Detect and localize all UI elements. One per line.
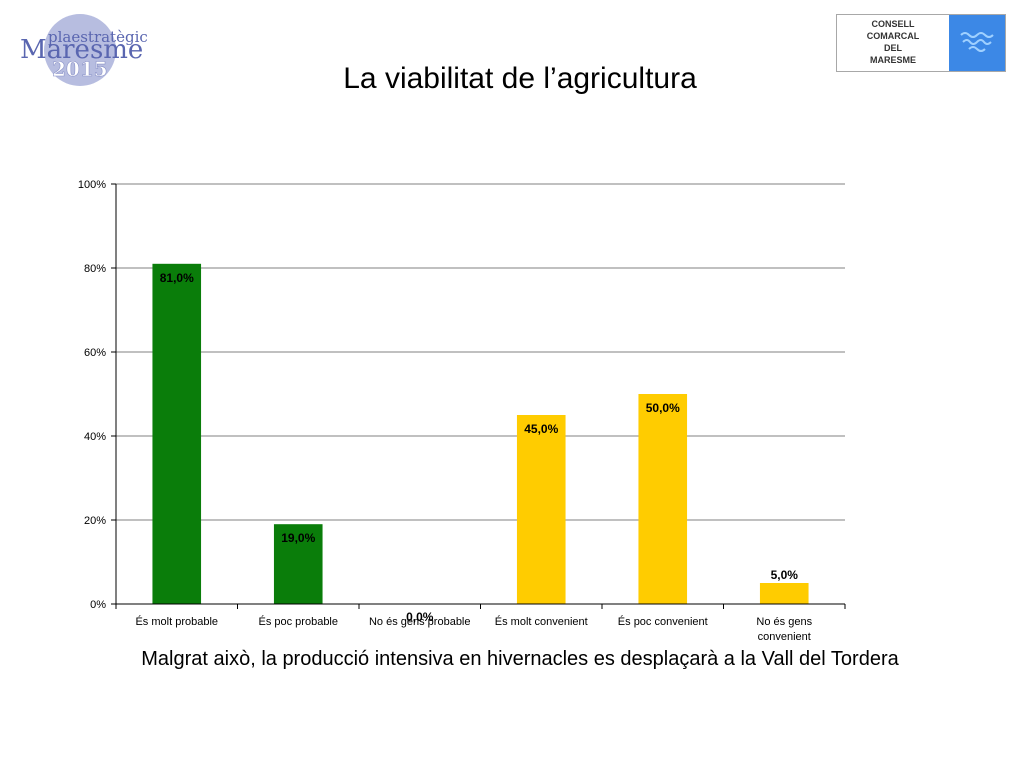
category-label: És molt convenient (495, 615, 588, 628)
category-label: No és gens (756, 616, 812, 628)
bar (516, 415, 566, 604)
logo-line2: Maresme (20, 35, 143, 65)
bars (152, 263, 809, 604)
y-tick-label: 20% (84, 515, 106, 527)
consell-comarcal-logo: CONSELL COMARCAL DEL MARESME (836, 14, 1006, 72)
category-label: És poc probable (259, 615, 339, 628)
bar (759, 583, 809, 604)
page-title: La viabilitat de l’agricultura (343, 62, 697, 95)
y-tick-label: 0% (90, 599, 106, 611)
bar (638, 394, 688, 604)
y-tick-label: 80% (84, 263, 106, 275)
data-label: 50,0% (646, 401, 680, 415)
labels: 0% 20% 40% 60% 80% 100% 81,0% És molt probable 1… (78, 179, 813, 643)
logo-line3: 2015 (52, 57, 108, 81)
consell-logo-text: CONSELL COMARCAL DEL MARESME (866, 19, 920, 65)
category-label: És molt probable (135, 615, 218, 628)
category-label: És poc convenient (618, 615, 708, 628)
data-label: 5,0% (771, 568, 799, 582)
bar (152, 263, 202, 604)
y-tick-label: 100% (78, 179, 106, 191)
data-label: 81,0% (160, 271, 194, 285)
footer-subtitle: Malgrat això, la producció intensiva en … (141, 648, 899, 670)
logo-line1: plaestratègic (48, 28, 148, 46)
data-label: 0,0% (406, 610, 434, 624)
data-label: 19,0% (281, 531, 315, 545)
bar (273, 524, 323, 604)
waves-icon (949, 15, 1005, 71)
axes (111, 183, 846, 609)
data-label: 45,0% (524, 422, 558, 436)
plaestrategic-logo: plaestratègic Maresme 2015 (18, 12, 148, 90)
category-label: convenient (758, 631, 811, 643)
y-tick-label: 60% (84, 347, 106, 359)
category-label: No és gens probable (369, 616, 471, 628)
y-tick-label: 40% (84, 431, 106, 443)
gridlines (116, 183, 845, 521)
